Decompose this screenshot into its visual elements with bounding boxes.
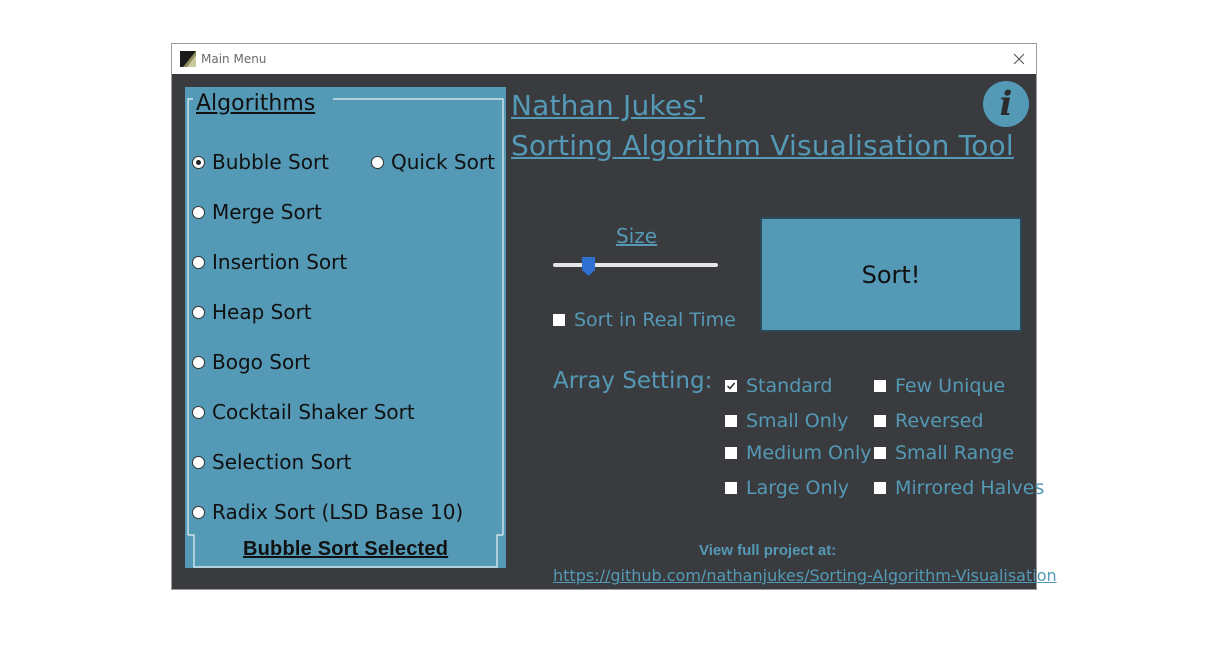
- array-setting-label: Array Setting:: [553, 368, 713, 394]
- array-mirrored-halves-checkbox[interactable]: Mirrored Halves: [874, 477, 1044, 499]
- checkbox-label: Reversed: [895, 410, 984, 432]
- sort-button[interactable]: Sort!: [760, 217, 1022, 332]
- radio-button[interactable]: [371, 155, 384, 169]
- checkbox[interactable]: [874, 415, 886, 427]
- radio-label: Cocktail Shaker Sort: [212, 400, 415, 424]
- radio-button[interactable]: [192, 405, 205, 419]
- array-reversed-checkbox[interactable]: Reversed: [874, 410, 983, 432]
- checkbox-label: Small Range: [895, 442, 1015, 464]
- radio-label: Radix Sort (LSD Base 10): [212, 500, 464, 524]
- main-menu-window: Main Menu Algorithms Bubble Sort Quick S…: [171, 43, 1057, 590]
- algorithms-heading: Algorithms: [196, 91, 316, 116]
- radio-button[interactable]: [192, 155, 205, 169]
- footer-text: View full project at:: [699, 542, 837, 559]
- app-icon: [180, 51, 196, 67]
- array-few-unique-checkbox[interactable]: Few Unique: [874, 375, 1005, 397]
- algorithms-panel: Algorithms Bubble Sort Quick Sort Merge …: [185, 87, 506, 568]
- checkbox-label: Large Only: [746, 477, 850, 499]
- radio-label: Bogo Sort: [212, 350, 311, 374]
- checkbox[interactable]: [874, 380, 886, 392]
- radio-button[interactable]: [192, 355, 205, 369]
- size-slider-track[interactable]: [553, 263, 718, 267]
- selected-algorithm-label: Bubble Sort Selected: [243, 538, 449, 560]
- radio-label: Selection Sort: [212, 450, 352, 474]
- radio-label: Insertion Sort: [212, 250, 348, 274]
- app-title-line1: Nathan Jukes': [511, 89, 705, 122]
- checkbox[interactable]: [725, 482, 737, 494]
- checkbox[interactable]: [874, 447, 886, 459]
- app-title-line2: Sorting Algorithm Visualisation Tool: [511, 129, 1014, 162]
- radio-label: Quick Sort: [391, 150, 495, 174]
- array-small-only-checkbox[interactable]: Small Only: [725, 410, 848, 432]
- main-content: Algorithms Bubble Sort Quick Sort Merge …: [172, 74, 1057, 589]
- sort-button-label: Sort!: [861, 260, 921, 289]
- array-large-only-checkbox[interactable]: Large Only: [725, 477, 849, 499]
- radio-button[interactable]: [192, 505, 205, 519]
- info-icon: i: [999, 84, 1013, 124]
- checkmark-icon: [727, 382, 736, 390]
- checkbox[interactable]: [725, 380, 737, 392]
- window-title: Main Menu: [201, 52, 267, 66]
- checkbox-label: Medium Only: [746, 442, 872, 464]
- size-label: Size: [616, 224, 658, 248]
- radio-label: Heap Sort: [212, 300, 312, 324]
- radio-selection-sort[interactable]: Selection Sort: [192, 450, 352, 474]
- radio-button[interactable]: [192, 205, 205, 219]
- radio-quick-sort[interactable]: Quick Sort: [371, 150, 495, 174]
- array-medium-only-checkbox[interactable]: Medium Only: [725, 442, 872, 464]
- radio-merge-sort[interactable]: Merge Sort: [192, 200, 322, 224]
- radio-label: Bubble Sort: [212, 150, 330, 174]
- algorithms-frame: [187, 98, 504, 568]
- radio-insertion-sort[interactable]: Insertion Sort: [192, 250, 347, 274]
- title-bar[interactable]: Main Menu: [172, 44, 1036, 74]
- size-slider-thumb[interactable]: [582, 257, 595, 276]
- checkbox[interactable]: [553, 314, 565, 326]
- checkbox[interactable]: [874, 482, 886, 494]
- close-button[interactable]: [1008, 48, 1030, 70]
- radio-radix-sort[interactable]: Radix Sort (LSD Base 10): [192, 500, 463, 524]
- radio-cocktail-shaker-sort[interactable]: Cocktail Shaker Sort: [192, 400, 415, 424]
- github-link[interactable]: https://github.com/nathanjukes/Sorting-A…: [553, 566, 1057, 585]
- radio-bogo-sort[interactable]: Bogo Sort: [192, 350, 310, 374]
- sort-realtime-checkbox[interactable]: Sort in Real Time: [553, 309, 736, 331]
- close-icon: [1013, 53, 1025, 65]
- checkbox-label: Small Only: [746, 410, 849, 432]
- radio-heap-sort[interactable]: Heap Sort: [192, 300, 312, 324]
- info-button[interactable]: i: [983, 81, 1029, 127]
- radio-button[interactable]: [192, 455, 205, 469]
- checkbox-label: Few Unique: [895, 375, 1006, 397]
- checkbox[interactable]: [725, 415, 737, 427]
- radio-button[interactable]: [192, 305, 205, 319]
- radio-label: Merge Sort: [212, 200, 322, 224]
- checkbox[interactable]: [725, 447, 737, 459]
- checkbox-label: Sort in Real Time: [574, 309, 736, 331]
- radio-button[interactable]: [192, 255, 205, 269]
- array-standard-checkbox[interactable]: Standard: [725, 375, 832, 397]
- checkbox-label: Standard: [746, 375, 833, 397]
- array-small-range-checkbox[interactable]: Small Range: [874, 442, 1014, 464]
- checkbox-label: Mirrored Halves: [895, 477, 1045, 499]
- radio-bubble-sort[interactable]: Bubble Sort: [192, 150, 329, 174]
